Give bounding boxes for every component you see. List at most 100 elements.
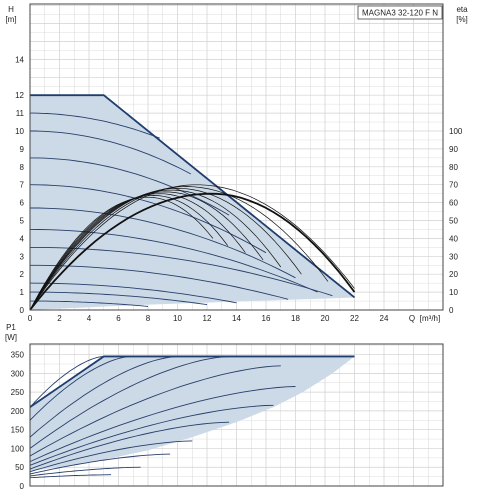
top-plot-border (29, 3, 444, 311)
y-tick-label: 5 (20, 217, 25, 226)
top-speed-curves (29, 94, 356, 307)
y-axis-unit: [m] (5, 15, 16, 24)
power-curves (29, 355, 355, 479)
y-tick-label: 14 (15, 55, 24, 64)
power-curve (29, 453, 171, 475)
x-axis-label: Q (409, 314, 415, 323)
x-tick-label: 2 (57, 314, 62, 323)
bottom-frame (29, 343, 444, 487)
p1-tick-label: 100 (11, 444, 25, 453)
y-tick-label: 0 (20, 306, 25, 315)
speed-curve (29, 184, 267, 254)
x-tick-label: 18 (291, 314, 300, 323)
efficiency-curve (29, 191, 264, 311)
y2-tick-label: 70 (449, 181, 458, 190)
power-curve (29, 365, 281, 457)
bottom-y-ticks: 0 50 100 150 200 250 300 350 (11, 351, 25, 491)
x-tick-label: 22 (350, 314, 359, 323)
speed-curve (30, 207, 296, 279)
y-tick-label: 2 (20, 270, 25, 279)
power-curve (29, 404, 274, 466)
speed-curve (30, 157, 230, 216)
x-tick-label: 12 (203, 314, 212, 323)
power-curve (29, 386, 296, 463)
y2-axis-unit: [%] (456, 15, 468, 24)
speed-curve (30, 112, 160, 139)
title-box (357, 5, 443, 20)
x-tick-label: 10 (173, 314, 182, 323)
top-y2-ticks: 0 10 20 30 40 50 60 70 80 90 100 (449, 127, 463, 315)
x-tick-label: 16 (262, 314, 271, 323)
y2-tick-label: 20 (449, 270, 458, 279)
efficiency-curve (29, 196, 214, 311)
speed-curve (30, 264, 289, 300)
power-curve (29, 356, 131, 421)
x-tick-label: 24 (380, 314, 389, 323)
efficiency-curve (29, 184, 355, 311)
p1-tick-label: 350 (11, 351, 25, 360)
y-tick-label: 9 (20, 145, 25, 154)
y-tick-label: 11 (16, 109, 25, 118)
y2-tick-label: 10 (449, 288, 458, 297)
power-curve (29, 421, 230, 470)
speed-curve (30, 130, 192, 175)
x-tick-label: 0 (28, 314, 33, 323)
p1-tick-label: 250 (11, 388, 25, 397)
power-max-curve (29, 355, 355, 408)
y2-tick-label: 80 (449, 163, 458, 172)
y-tick-label: 10 (15, 127, 24, 136)
p1-tick-label: 300 (11, 369, 25, 378)
speed-curve (30, 246, 333, 297)
efficiency-curve (29, 189, 282, 311)
top-frame (29, 3, 444, 311)
y2-tick-label: 40 (449, 234, 458, 243)
p1-tick-label: 150 (11, 426, 25, 435)
chart-title: MAGNA3 32-120 F N (362, 9, 438, 18)
power-curve (29, 466, 141, 477)
efficiency-max-curve (29, 192, 356, 311)
y2-tick-label: 100 (449, 127, 463, 136)
power-plot: 0 50 100 150 200 250 300 350 P1 [W] (5, 323, 444, 491)
speed-curve (30, 291, 208, 306)
efficiency-curve (29, 186, 329, 311)
x-tick-label: 8 (146, 314, 151, 323)
y-tick-label: 4 (20, 234, 25, 243)
speed-curve (30, 300, 149, 307)
y2-tick-label: 0 (449, 306, 454, 315)
y2-tick-label: 30 (449, 252, 458, 261)
power-curve (29, 356, 104, 408)
y2-tick-label: 50 (449, 217, 458, 226)
p1-tick-label: 0 (20, 482, 25, 491)
y2-tick-label: 90 (449, 145, 458, 154)
y-tick-label: 3 (20, 252, 25, 261)
bottom-plot-border (29, 343, 444, 487)
power-curve (29, 356, 230, 449)
y-axis-label: H (8, 5, 14, 14)
x-axis-unit: [m³/h] (420, 314, 440, 323)
efficiency-curve (29, 187, 302, 311)
efficiency-curves (29, 184, 356, 311)
y-tick-label: 6 (20, 199, 25, 208)
max-speed-curve (30, 94, 356, 299)
power-curve (29, 356, 178, 438)
p1-axis-label: P1 (6, 323, 16, 332)
head-efficiency-plot: 0 2 4 6 8 10 12 14 16 18 20 22 24 012345678910111214… (5, 3, 468, 323)
p1-axis-unit: [W] (5, 333, 17, 342)
power-curve (29, 440, 193, 473)
y2-axis-label: eta (456, 5, 468, 14)
top-x-ticks: 0 2 4 6 8 10 12 14 16 18 20 22 24 (28, 314, 389, 323)
x-tick-label: 6 (116, 314, 121, 323)
y-tick-label: 8 (20, 163, 25, 172)
y-tick-label: 1 (20, 288, 25, 297)
speed-curve (29, 228, 318, 293)
p1-tick-label: 200 (11, 407, 25, 416)
p1-tick-label: 50 (15, 463, 24, 472)
y-tick-label: 12 (15, 91, 24, 100)
x-tick-label: 4 (87, 314, 92, 323)
efficiency-curve (29, 193, 246, 311)
power-curve (29, 474, 112, 479)
x-tick-label: 14 (232, 314, 241, 323)
speed-curve (29, 282, 237, 304)
